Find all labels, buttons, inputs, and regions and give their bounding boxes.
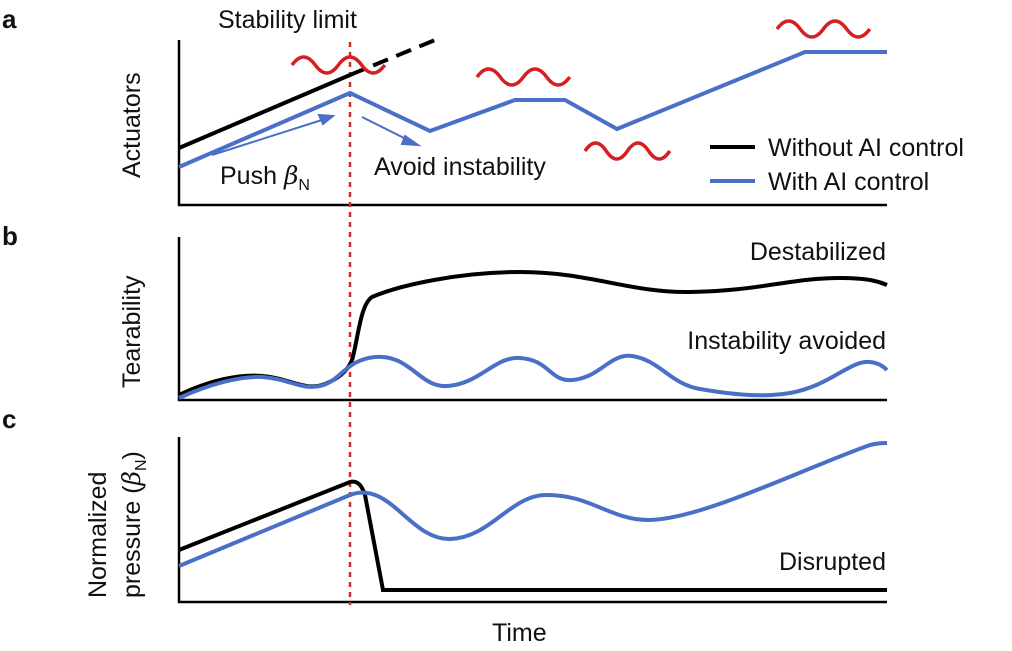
panel-letter-c: c xyxy=(2,404,16,434)
avoid-arrow-head-icon xyxy=(400,134,422,147)
annotation-arrows xyxy=(211,113,422,156)
panel-letter-a: a xyxy=(2,4,17,34)
push-beta-symbol: β xyxy=(283,161,298,190)
pressure-with-ai-line xyxy=(178,441,888,568)
push-arrow xyxy=(211,118,326,156)
xlabel-time: Time xyxy=(492,619,547,647)
instability-wave-icon xyxy=(775,19,872,39)
instability-waves xyxy=(290,19,872,161)
avoid-instability-label: Avoid instability xyxy=(374,153,546,181)
destabilized-label: Destabilized xyxy=(750,238,886,266)
ylabel-beta-symbol: β xyxy=(117,471,146,486)
push-arrow-head-icon xyxy=(317,113,336,126)
tearability-with-ai-line xyxy=(178,353,889,400)
panel-letter-b: b xyxy=(2,221,18,251)
axes-c xyxy=(177,437,887,604)
legend-label-with-ai: With AI control xyxy=(768,168,929,196)
instability-wave-icon xyxy=(290,55,387,75)
legend-label-without-ai: Without AI control xyxy=(768,134,964,162)
ylabel-beta-subscript: N xyxy=(133,459,150,471)
ylabel-close-paren: ) xyxy=(118,451,146,459)
avoid-arrow xyxy=(361,116,411,142)
ylabel-pressure-text: pressure ( xyxy=(118,485,146,598)
ylabel-normalized: Normalized xyxy=(84,472,112,598)
pressure-without-ai-line xyxy=(178,479,887,592)
push-beta-label: Push βN xyxy=(220,161,310,194)
instability-wave-icon xyxy=(475,67,572,87)
instability-wave-icon xyxy=(583,141,672,161)
axes-a xyxy=(177,40,887,207)
legend: Without AI control With AI control xyxy=(710,134,964,196)
disrupted-label: Disrupted xyxy=(779,548,886,576)
push-text: Push xyxy=(220,162,284,190)
ylabel-actuators: Actuators xyxy=(118,72,146,178)
actuators-without-ai-line xyxy=(178,73,351,150)
axes-b xyxy=(177,237,887,402)
instability-avoided-label: Instability avoided xyxy=(687,327,886,355)
push-beta-subscript: N xyxy=(298,177,310,194)
ylabel-tearability: Tearability xyxy=(118,275,146,388)
ylabel-pressure: pressure (βN) xyxy=(117,451,150,598)
actuators-with-ai-line xyxy=(178,50,887,169)
actuators-without-ai-extrapolation xyxy=(349,38,436,77)
axes xyxy=(177,40,887,604)
stability-limit-label: Stability limit xyxy=(218,6,357,34)
